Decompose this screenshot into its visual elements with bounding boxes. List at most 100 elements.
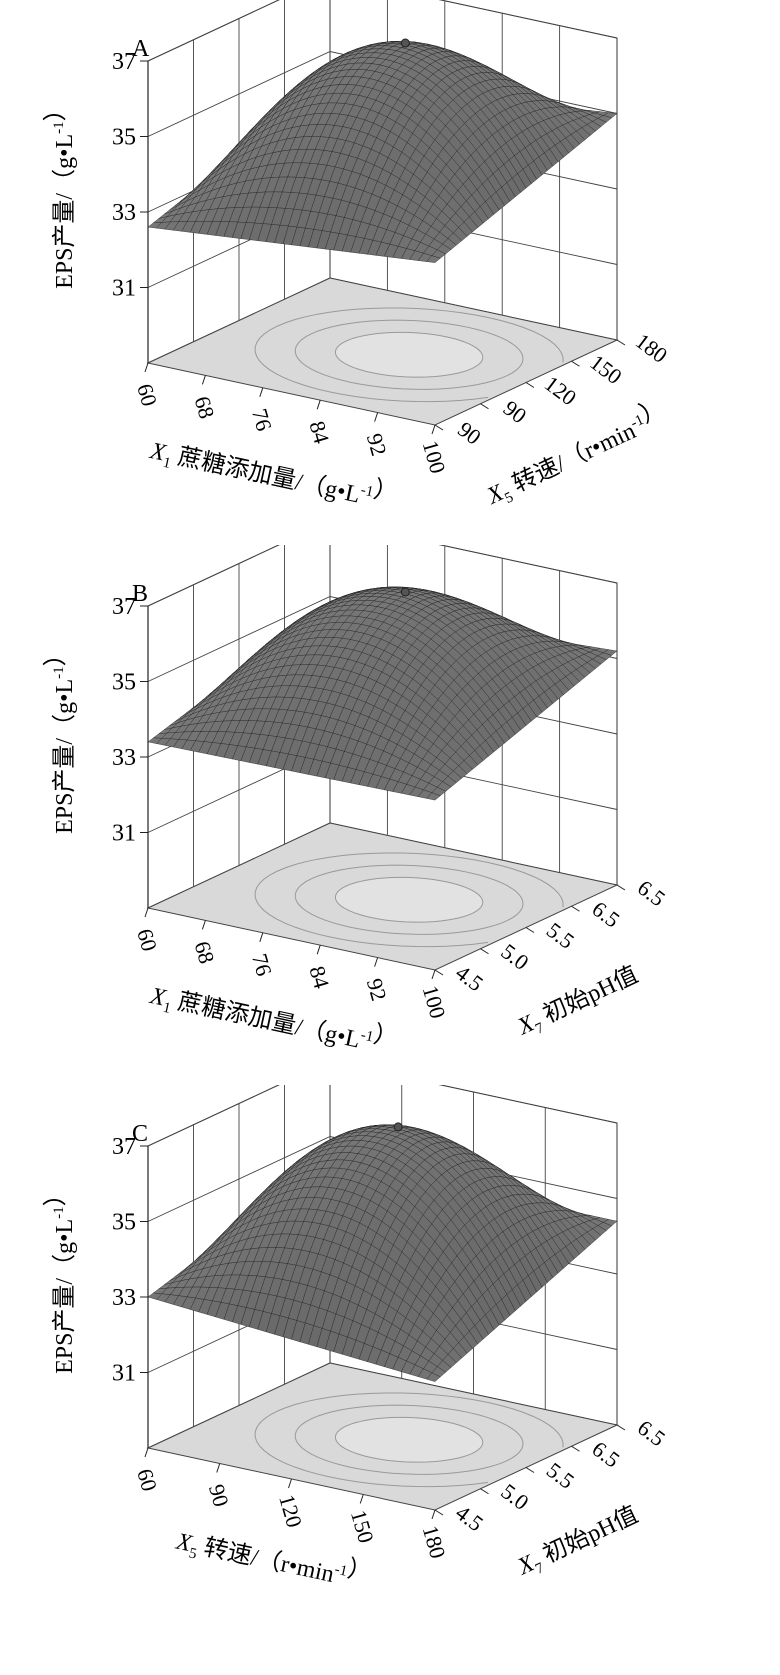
x-tick-label: 180 (418, 1523, 451, 1562)
x-tick-label: 84 (304, 418, 334, 446)
y-tick (480, 1488, 489, 1495)
surface-plot-c: 31 33 35 37 EPS产量/（g•L-1） 60 90 120 150 180 4.5 5.0… (0, 1085, 780, 1625)
x-tick (316, 400, 321, 410)
x-tick (288, 1478, 292, 1489)
x-tick-label: 60 (132, 1466, 162, 1494)
x-tick (216, 1463, 221, 1473)
base-contour (254, 852, 564, 948)
x-tick-label: 68 (190, 938, 220, 966)
x-axis-label: X1 蔗糖添加量/（g•L-1） (146, 974, 400, 1065)
x-tick (259, 932, 264, 942)
z-tick-label: 35 (112, 125, 136, 151)
y-tick-label: 90 (499, 395, 532, 428)
base-contour (334, 876, 484, 923)
y-tick (525, 1467, 535, 1473)
optimum-point (400, 38, 410, 48)
y-tick (616, 884, 626, 891)
x-tick (201, 920, 206, 930)
x-tick-label: 60 (132, 381, 162, 409)
y-tick (571, 360, 580, 367)
x-tick-label: 92 (362, 976, 392, 1004)
x-tick-label: 90 (204, 1481, 234, 1509)
x-tick (374, 957, 379, 967)
y-tick-label: 6.5 (588, 1436, 625, 1473)
x-tick-label: 100 (418, 438, 451, 477)
base-contour (294, 864, 524, 935)
surface-plot-c-canvas: 31 33 35 37 EPS产量/（g•L-1） 60 90 120 150 1804.55.0… (43, 1085, 670, 1600)
y-tick (480, 948, 489, 955)
x-tick-label: 150 (346, 1507, 379, 1546)
y-tick-label: 5.5 (542, 1457, 579, 1494)
y-axis-label: X7 初始pH值 (513, 1501, 644, 1584)
y-tick (616, 1424, 626, 1431)
y-tick-label: 4.5 (451, 1500, 488, 1537)
y-tick (434, 424, 444, 431)
y-tick-label: 4.5 (451, 960, 488, 997)
z-grid-line (147, 0, 618, 62)
y-tick-label: 180 (631, 328, 672, 368)
optimum-point (400, 587, 410, 597)
y-tick (525, 382, 535, 388)
x-tick-label: 120 (274, 1492, 307, 1531)
y-tick-label: 5.5 (542, 917, 579, 954)
x-axis-label: X5 转速/（r•min-1） (172, 1520, 374, 1600)
x-tick-label: 68 (190, 393, 220, 421)
x-tick-label: 60 (132, 926, 162, 954)
y-tick (525, 927, 535, 933)
y-tick-label: 90 (453, 416, 486, 449)
z-tick-label: 31 (112, 276, 136, 302)
response-surface (147, 1124, 618, 1382)
x-tick (431, 1509, 436, 1520)
z-tick-label: 37 (112, 594, 136, 620)
base-contour (254, 1392, 564, 1488)
panel-letter: B (132, 581, 148, 607)
y-axis-label: X7 初始pH值 (513, 961, 644, 1044)
base-contour (254, 307, 564, 403)
base-contour (294, 319, 524, 390)
z-grid-line (147, 1085, 618, 1147)
x-tick (201, 375, 206, 385)
x-tick (431, 424, 436, 435)
z-grid-line (147, 1136, 618, 1222)
base-contour (334, 1416, 484, 1463)
z-tick-label: 37 (112, 49, 136, 75)
y-tick-label: 6.5 (588, 896, 625, 933)
x-tick (259, 387, 264, 397)
x-tick (431, 969, 436, 980)
response-surface (147, 41, 618, 263)
y-tick (434, 969, 444, 976)
x-tick (144, 907, 149, 918)
base-contour (294, 1404, 524, 1475)
z-tick-label: 35 (112, 670, 136, 696)
surface-plot-a: 31 33 35 37 EPS产量/（g•L-1） 60 68 76 84 92 100 90 90 12… (0, 0, 780, 540)
x-tick-label: 100 (418, 983, 451, 1022)
y-tick (434, 1509, 444, 1516)
y-tick-label: 6.5 (633, 875, 670, 912)
z-axis-label: EPS产量/（g•L-1） (43, 642, 78, 834)
panel-letter: A (132, 36, 150, 62)
z-tick-label: 31 (112, 821, 136, 847)
z-tick-label: 33 (112, 745, 136, 771)
x-tick (359, 1494, 364, 1504)
x-tick (144, 362, 149, 373)
z-tick-label: 33 (112, 200, 136, 226)
z-tick-label: 35 (112, 1210, 136, 1236)
optimum-point (393, 1122, 403, 1132)
x-tick (144, 1447, 149, 1458)
panel-letter: C (132, 1121, 148, 1147)
surface-plot-b: 31 33 35 37 EPS产量/（g•L-1） 60 68 76 84 92 100 4.5 5.0… (0, 545, 780, 1085)
y-tick (616, 339, 626, 346)
y-tick-label: 120 (540, 371, 581, 411)
y-tick (571, 905, 580, 912)
z-axis-label: EPS产量/（g•L-1） (43, 97, 78, 289)
x-tick (374, 412, 379, 422)
y-tick-label: 6.5 (633, 1415, 670, 1452)
z-tick-label: 33 (112, 1285, 136, 1311)
surface-cell (426, 255, 441, 263)
y-tick-label: 5.0 (497, 939, 534, 976)
x-axis-label: X1 蔗糖添加量/（g•L-1） (146, 429, 400, 520)
surface-cell (426, 1372, 441, 1382)
x-tick-label: 84 (304, 963, 334, 991)
surface-plot-b-canvas: 31 33 35 37 EPS产量/（g•L-1） 60 68 76 84 92 1004.55.0… (43, 545, 670, 1065)
